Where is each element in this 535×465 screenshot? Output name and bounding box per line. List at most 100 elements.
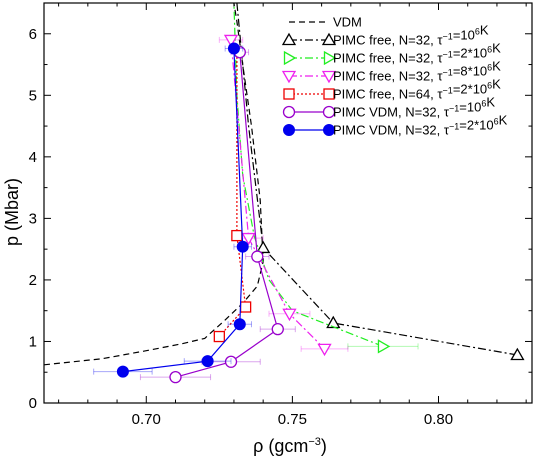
- legend-entry-series-6: PIMC VDM, N=32, τ−1=106K: [282, 95, 495, 120]
- legend-label: PIMC free, N=64, τ−1=2*106K: [333, 77, 501, 102]
- x-tick-label: 0.80: [424, 411, 453, 428]
- series-4-point: [241, 232, 256, 246]
- x-axis-label: ρ (gcm−3): [253, 436, 327, 456]
- legend-label-text: PIMC VDM, N=32, τ: [333, 105, 450, 120]
- y-tick-label: 6: [29, 26, 37, 43]
- y-axis-label: p (Mbar): [2, 178, 22, 246]
- legend-label-text: VDM: [333, 15, 362, 30]
- legend-label-sup: 6: [487, 63, 492, 73]
- legend-label: PIMC free, N=32, τ−1=106K: [333, 23, 489, 48]
- series-7-point: [236, 240, 249, 253]
- series-5-point: [213, 330, 225, 343]
- series-5: [213, 47, 252, 343]
- legend-entry-series-2: PIMC free, N=32, τ−1=106K: [281, 23, 489, 48]
- legend-entry-series-1: VDM: [289, 15, 362, 30]
- axis-ticks: 0.70 0.75 0.80 0 1 2 3 4 5 6: [29, 3, 532, 428]
- series-2-point: [510, 347, 525, 361]
- legend-label-text: =10: [459, 100, 481, 115]
- legend-label: VDM: [333, 15, 362, 30]
- legend-label-sup: 6: [487, 81, 492, 91]
- series-1: [44, 3, 264, 366]
- series-5-point: [231, 229, 243, 242]
- plot-layer: [44, 3, 525, 384]
- legend-label-text: =2*10: [453, 82, 487, 97]
- legend-label-text: PIMC free, N=32, τ: [333, 51, 443, 66]
- legend-label-sup: −1: [443, 32, 453, 42]
- series-7-point: [201, 355, 214, 368]
- legend-marker: [321, 32, 337, 46]
- legend-label-text: =2*10: [453, 46, 487, 61]
- series-7-point: [233, 318, 246, 331]
- legend-entry-series-4: PIMC free, N=32, τ−1=8*106K: [281, 59, 501, 84]
- legend-label-text: PIMC free, N=32, τ: [333, 69, 443, 84]
- series-6: [139, 46, 296, 384]
- legend-marker: [323, 124, 335, 136]
- series-7-point: [227, 42, 240, 55]
- series-6-line: [175, 52, 279, 378]
- series-5-point: [239, 301, 252, 313]
- legend-label-text: K: [480, 23, 489, 38]
- legend-label-text: PIMC free, N=64, τ: [333, 87, 443, 102]
- x-tick-label: 0.75: [278, 411, 307, 428]
- y-tick-label: 4: [29, 149, 37, 166]
- legend-entry-series-3: PIMC free, N=32, τ−1=2*106K: [283, 41, 501, 66]
- legend-label-sup: −1: [443, 86, 453, 96]
- legend-label-sup: −1: [449, 122, 459, 132]
- x-tick-label: 0.70: [132, 411, 161, 428]
- legend-marker: [323, 88, 335, 100]
- series-4-point: [317, 343, 332, 357]
- series-4: [218, 34, 349, 357]
- x-axis-label-sup: −3: [308, 436, 321, 448]
- y-tick-label: 1: [29, 333, 37, 350]
- y-tick-label: 0: [29, 395, 37, 412]
- legend-label-sup: −1: [443, 50, 453, 60]
- legend-label-text: K: [492, 77, 501, 92]
- legend-label-text: PIMC VDM, N=32, τ: [333, 123, 450, 138]
- legend-label-sup: 6: [487, 45, 492, 55]
- legend-marker: [283, 88, 295, 100]
- legend-label-sup: 6: [494, 117, 499, 127]
- legend-marker: [322, 105, 336, 119]
- legend-label-text: =10: [453, 28, 475, 43]
- legend-label-text: K: [492, 59, 501, 74]
- series-2-point: [256, 240, 271, 254]
- series-5-line: [218, 47, 247, 337]
- series-1-line: [44, 3, 264, 366]
- series-6-point: [169, 371, 182, 384]
- legend-label-sup: 6: [481, 99, 486, 109]
- legend-label: PIMC free, N=32, τ−1=8*106K: [333, 59, 501, 84]
- legend-label-text: K: [486, 95, 495, 110]
- legend-marker: [281, 70, 297, 84]
- series-7-point: [116, 365, 129, 378]
- y-tick-label: 5: [29, 87, 37, 104]
- legend-label: PIMC free, N=32, τ−1=2*106K: [333, 41, 501, 66]
- legend-label-sup: −1: [449, 104, 459, 114]
- series-2: [236, 3, 525, 361]
- legend-label-sup: −1: [443, 68, 453, 78]
- x-axis-label-tail: ): [321, 436, 327, 456]
- legend-label: PIMC VDM, N=32, τ−1=106K: [333, 95, 495, 120]
- x-axis-label-base: ρ (gcm: [253, 436, 308, 456]
- series-2-point: [326, 315, 341, 329]
- series-7: [93, 42, 252, 378]
- y-tick-label: 2: [29, 272, 37, 289]
- legend-entry-series-5: PIMC free, N=64, τ−1=2*106K: [283, 77, 501, 102]
- legend-label-text: =2*10: [459, 118, 493, 133]
- legend-marker: [281, 32, 297, 46]
- series-6-point: [251, 250, 264, 263]
- legend-label-text: =8*10: [453, 64, 487, 79]
- y-tick-label: 3: [29, 210, 37, 227]
- series-7-line: [122, 48, 244, 373]
- legend-label: PIMC VDM, N=32, τ−1=2*106K: [333, 113, 508, 138]
- legend-label-text: K: [492, 41, 501, 56]
- legend-label-sup: 6: [475, 27, 480, 37]
- series-4-line: [230, 39, 325, 350]
- series-4-point: [282, 308, 297, 322]
- legend-marker: [283, 50, 297, 66]
- series-4-point: [223, 34, 239, 48]
- legend-entry-series-7: PIMC VDM, N=32, τ−1=2*106K: [283, 113, 508, 138]
- series-3-point: [377, 339, 391, 354]
- plot-frame: [43, 2, 533, 404]
